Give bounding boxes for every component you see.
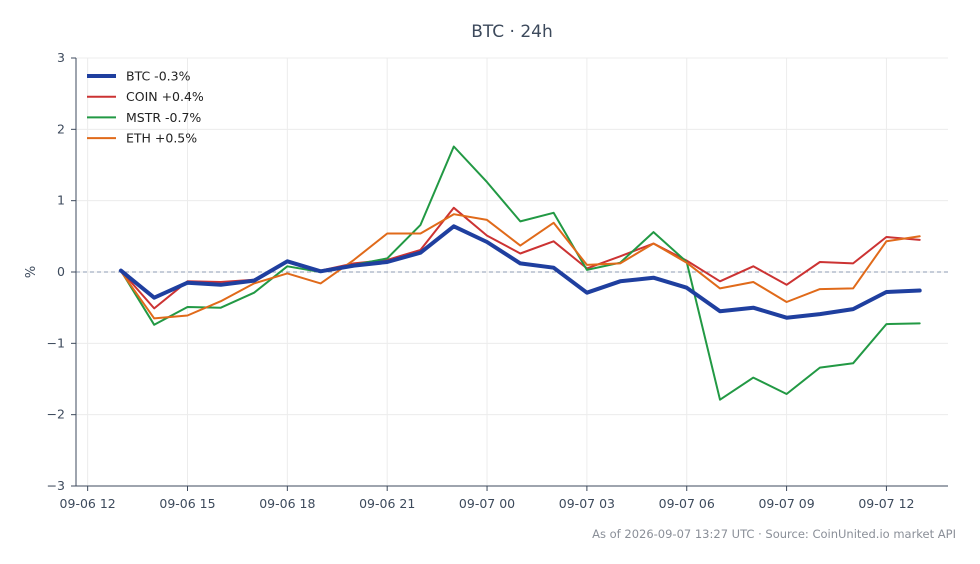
series-layer: [118, 145, 922, 401]
legend: BTC -0.3% COIN +0.4% MSTR -0.7% ETH +0.5%: [87, 69, 204, 146]
x-tick-label: 09-07 03: [559, 496, 615, 511]
x-tick-label: 09-06 12: [60, 496, 116, 511]
series-line-0: [118, 224, 922, 320]
y-tick-label: 3: [57, 50, 65, 65]
x-tick-label: 09-07 06: [659, 496, 715, 511]
x-tick-label: 09-07 00: [459, 496, 515, 511]
series-line-1: [119, 206, 921, 310]
y-tick-label: −2: [47, 407, 65, 422]
y-axis-ticks: 3 2 1 0 −1 −2 −3: [47, 50, 76, 493]
x-tick-label: 09-07 09: [758, 496, 814, 511]
legend-label: COIN +0.4%: [126, 89, 204, 104]
chart-title: BTC · 24h: [471, 22, 553, 42]
legend-label: BTC -0.3%: [126, 69, 191, 84]
x-tick-label: 09-06 21: [359, 496, 415, 511]
legend-label: ETH +0.5%: [126, 131, 197, 146]
x-tick-label: 09-07 12: [858, 496, 914, 511]
x-axis-ticks: 09-06 12 09-06 15 09-06 18 09-06 21 09-07 00…: [60, 486, 915, 511]
y-tick-label: −1: [47, 335, 65, 350]
legend-label: MSTR -0.7%: [126, 110, 201, 125]
series-line-2: [119, 145, 921, 401]
y-tick-label: 1: [57, 193, 65, 208]
y-tick-label: −3: [47, 478, 65, 493]
y-tick-label: 2: [57, 121, 65, 136]
y-axis-label: %: [24, 266, 39, 278]
series-line-3: [119, 213, 921, 320]
chart-footer: As of 2026-09-07 13:27 UTC · Source: Coi…: [592, 527, 956, 541]
y-tick-label: 0: [57, 264, 65, 279]
x-tick-label: 09-06 18: [259, 496, 315, 511]
x-tick-label: 09-06 15: [159, 496, 215, 511]
